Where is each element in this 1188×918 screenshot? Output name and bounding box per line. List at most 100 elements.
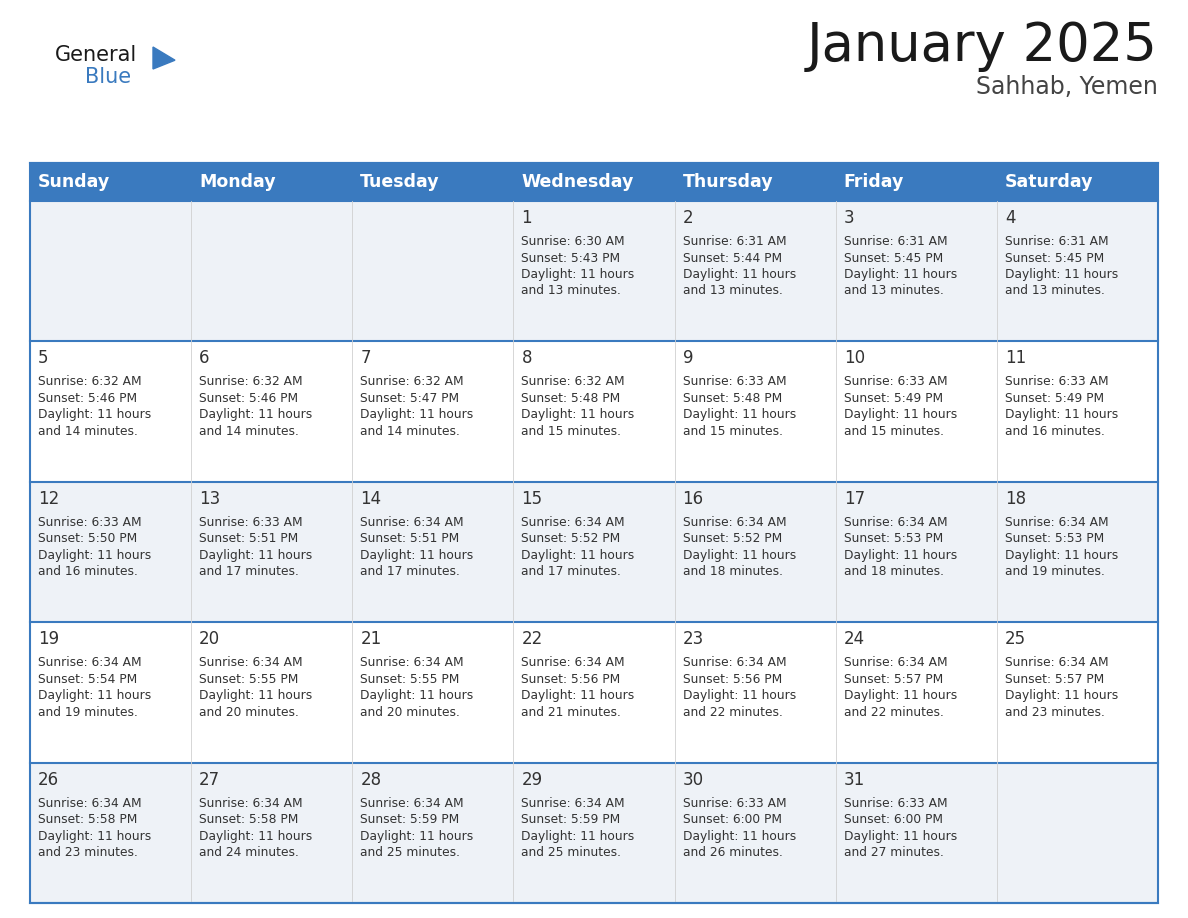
Text: Sunrise: 6:31 AM: Sunrise: 6:31 AM <box>1005 235 1108 248</box>
Text: Sunrise: 6:34 AM: Sunrise: 6:34 AM <box>200 656 303 669</box>
Text: Sunset: 5:49 PM: Sunset: 5:49 PM <box>1005 392 1104 405</box>
Text: and 23 minutes.: and 23 minutes. <box>1005 706 1105 719</box>
Bar <box>675 482 835 622</box>
Text: Daylight: 11 hours: Daylight: 11 hours <box>200 409 312 421</box>
Text: and 20 minutes.: and 20 minutes. <box>360 706 460 719</box>
Bar <box>997 763 1158 903</box>
Text: and 25 minutes.: and 25 minutes. <box>360 846 460 859</box>
Text: Sunrise: 6:30 AM: Sunrise: 6:30 AM <box>522 235 625 248</box>
Bar <box>835 163 997 201</box>
Bar <box>353 163 513 201</box>
Bar <box>191 341 353 482</box>
Text: Sunrise: 6:34 AM: Sunrise: 6:34 AM <box>522 797 625 810</box>
Text: Daylight: 11 hours: Daylight: 11 hours <box>1005 268 1118 281</box>
Bar <box>30 201 191 341</box>
Text: Sunrise: 6:34 AM: Sunrise: 6:34 AM <box>360 797 463 810</box>
Text: Daylight: 11 hours: Daylight: 11 hours <box>38 830 151 843</box>
Text: Tuesday: Tuesday <box>360 173 440 191</box>
Text: and 13 minutes.: and 13 minutes. <box>843 285 943 297</box>
Text: Sunrise: 6:33 AM: Sunrise: 6:33 AM <box>200 516 303 529</box>
Text: and 16 minutes.: and 16 minutes. <box>38 565 138 578</box>
Text: Sunset: 5:45 PM: Sunset: 5:45 PM <box>1005 252 1104 264</box>
Text: Sunrise: 6:34 AM: Sunrise: 6:34 AM <box>843 656 947 669</box>
Text: General: General <box>55 45 138 65</box>
Bar <box>997 341 1158 482</box>
Text: Sunset: 5:54 PM: Sunset: 5:54 PM <box>38 673 138 686</box>
Text: Daylight: 11 hours: Daylight: 11 hours <box>200 830 312 843</box>
Bar <box>30 341 191 482</box>
Text: 10: 10 <box>843 350 865 367</box>
Text: Sunrise: 6:34 AM: Sunrise: 6:34 AM <box>360 656 463 669</box>
Text: Sunrise: 6:34 AM: Sunrise: 6:34 AM <box>683 516 786 529</box>
Bar <box>30 163 1158 903</box>
Text: and 16 minutes.: and 16 minutes. <box>1005 425 1105 438</box>
Text: Friday: Friday <box>843 173 904 191</box>
Text: Daylight: 11 hours: Daylight: 11 hours <box>683 268 796 281</box>
Text: 1: 1 <box>522 209 532 227</box>
Text: Sunrise: 6:31 AM: Sunrise: 6:31 AM <box>843 235 947 248</box>
Text: Saturday: Saturday <box>1005 173 1093 191</box>
Text: and 15 minutes.: and 15 minutes. <box>683 425 783 438</box>
Text: 29: 29 <box>522 770 543 789</box>
Bar <box>835 622 997 763</box>
Bar <box>675 763 835 903</box>
Text: Sunset: 5:49 PM: Sunset: 5:49 PM <box>843 392 943 405</box>
Text: Sunset: 5:45 PM: Sunset: 5:45 PM <box>843 252 943 264</box>
Text: Daylight: 11 hours: Daylight: 11 hours <box>522 549 634 562</box>
Text: 5: 5 <box>38 350 49 367</box>
Bar <box>191 482 353 622</box>
Text: Sunset: 5:56 PM: Sunset: 5:56 PM <box>683 673 782 686</box>
Text: Daylight: 11 hours: Daylight: 11 hours <box>38 409 151 421</box>
Bar <box>675 341 835 482</box>
Text: Sunrise: 6:32 AM: Sunrise: 6:32 AM <box>200 375 303 388</box>
Text: Sunrise: 6:31 AM: Sunrise: 6:31 AM <box>683 235 786 248</box>
Text: Sunset: 6:00 PM: Sunset: 6:00 PM <box>683 813 782 826</box>
Text: Monday: Monday <box>200 173 276 191</box>
Text: and 18 minutes.: and 18 minutes. <box>843 565 943 578</box>
Text: Sunset: 5:58 PM: Sunset: 5:58 PM <box>200 813 298 826</box>
Text: Daylight: 11 hours: Daylight: 11 hours <box>683 549 796 562</box>
Text: and 17 minutes.: and 17 minutes. <box>200 565 299 578</box>
Text: Sunrise: 6:32 AM: Sunrise: 6:32 AM <box>360 375 463 388</box>
Bar <box>191 163 353 201</box>
Text: Daylight: 11 hours: Daylight: 11 hours <box>843 549 958 562</box>
Text: Sunrise: 6:34 AM: Sunrise: 6:34 AM <box>1005 516 1108 529</box>
Text: Sunrise: 6:32 AM: Sunrise: 6:32 AM <box>38 375 141 388</box>
Text: Sunset: 5:44 PM: Sunset: 5:44 PM <box>683 252 782 264</box>
Text: and 18 minutes.: and 18 minutes. <box>683 565 783 578</box>
Text: Sunrise: 6:33 AM: Sunrise: 6:33 AM <box>1005 375 1108 388</box>
Text: 16: 16 <box>683 490 703 508</box>
Text: Sunrise: 6:34 AM: Sunrise: 6:34 AM <box>38 656 141 669</box>
Text: 18: 18 <box>1005 490 1026 508</box>
Bar <box>30 163 191 201</box>
Text: Sunset: 5:57 PM: Sunset: 5:57 PM <box>843 673 943 686</box>
Text: and 14 minutes.: and 14 minutes. <box>38 425 138 438</box>
Text: Sunday: Sunday <box>38 173 110 191</box>
Text: Sunset: 5:43 PM: Sunset: 5:43 PM <box>522 252 620 264</box>
Text: Sunset: 5:52 PM: Sunset: 5:52 PM <box>683 532 782 545</box>
Text: Sunrise: 6:33 AM: Sunrise: 6:33 AM <box>683 797 786 810</box>
Text: and 22 minutes.: and 22 minutes. <box>683 706 783 719</box>
Bar <box>835 201 997 341</box>
Text: Sunset: 5:56 PM: Sunset: 5:56 PM <box>522 673 620 686</box>
Text: and 15 minutes.: and 15 minutes. <box>522 425 621 438</box>
Text: Sunset: 5:52 PM: Sunset: 5:52 PM <box>522 532 620 545</box>
Text: Sunset: 5:57 PM: Sunset: 5:57 PM <box>1005 673 1104 686</box>
Text: Daylight: 11 hours: Daylight: 11 hours <box>522 409 634 421</box>
Text: Sunrise: 6:34 AM: Sunrise: 6:34 AM <box>1005 656 1108 669</box>
Text: 7: 7 <box>360 350 371 367</box>
Text: 31: 31 <box>843 770 865 789</box>
Bar <box>30 763 191 903</box>
Text: Sunrise: 6:34 AM: Sunrise: 6:34 AM <box>522 656 625 669</box>
Text: Sunrise: 6:34 AM: Sunrise: 6:34 AM <box>38 797 141 810</box>
Text: and 22 minutes.: and 22 minutes. <box>843 706 943 719</box>
Text: Sunrise: 6:34 AM: Sunrise: 6:34 AM <box>200 797 303 810</box>
Text: 17: 17 <box>843 490 865 508</box>
Text: 12: 12 <box>38 490 59 508</box>
Bar <box>513 622 675 763</box>
Text: Sunset: 5:51 PM: Sunset: 5:51 PM <box>360 532 460 545</box>
Text: 15: 15 <box>522 490 543 508</box>
Text: Daylight: 11 hours: Daylight: 11 hours <box>522 689 634 702</box>
Text: Daylight: 11 hours: Daylight: 11 hours <box>843 830 958 843</box>
Text: 28: 28 <box>360 770 381 789</box>
